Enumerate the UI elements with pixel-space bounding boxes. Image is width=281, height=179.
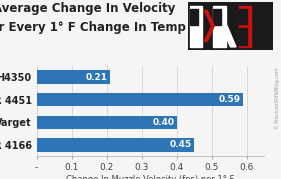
X-axis label: Change In Muzzle Velocity (fps) per 1° F: Change In Muzzle Velocity (fps) per 1° F — [66, 175, 235, 179]
Bar — [37, 138, 194, 152]
Text: © PrecisionRifleBlog.com: © PrecisionRifleBlog.com — [274, 68, 280, 129]
Bar — [213, 9, 221, 25]
Polygon shape — [221, 25, 236, 47]
Bar — [190, 9, 198, 25]
Text: 0.21: 0.21 — [86, 72, 108, 82]
Bar — [213, 6, 225, 47]
Text: 0.59: 0.59 — [219, 95, 241, 104]
Bar — [37, 70, 110, 84]
Bar — [37, 93, 243, 107]
Text: 0.40: 0.40 — [152, 118, 174, 127]
Text: For Every 1° F Change In Temp: For Every 1° F Change In Temp — [0, 21, 186, 35]
Polygon shape — [205, 10, 214, 42]
Text: 0.45: 0.45 — [169, 140, 192, 149]
Bar — [190, 6, 202, 47]
Bar — [239, 6, 251, 47]
Bar — [239, 28, 247, 45]
Bar — [37, 115, 176, 129]
Bar — [239, 9, 247, 24]
Text: Average Change In Velocity: Average Change In Velocity — [0, 2, 176, 15]
